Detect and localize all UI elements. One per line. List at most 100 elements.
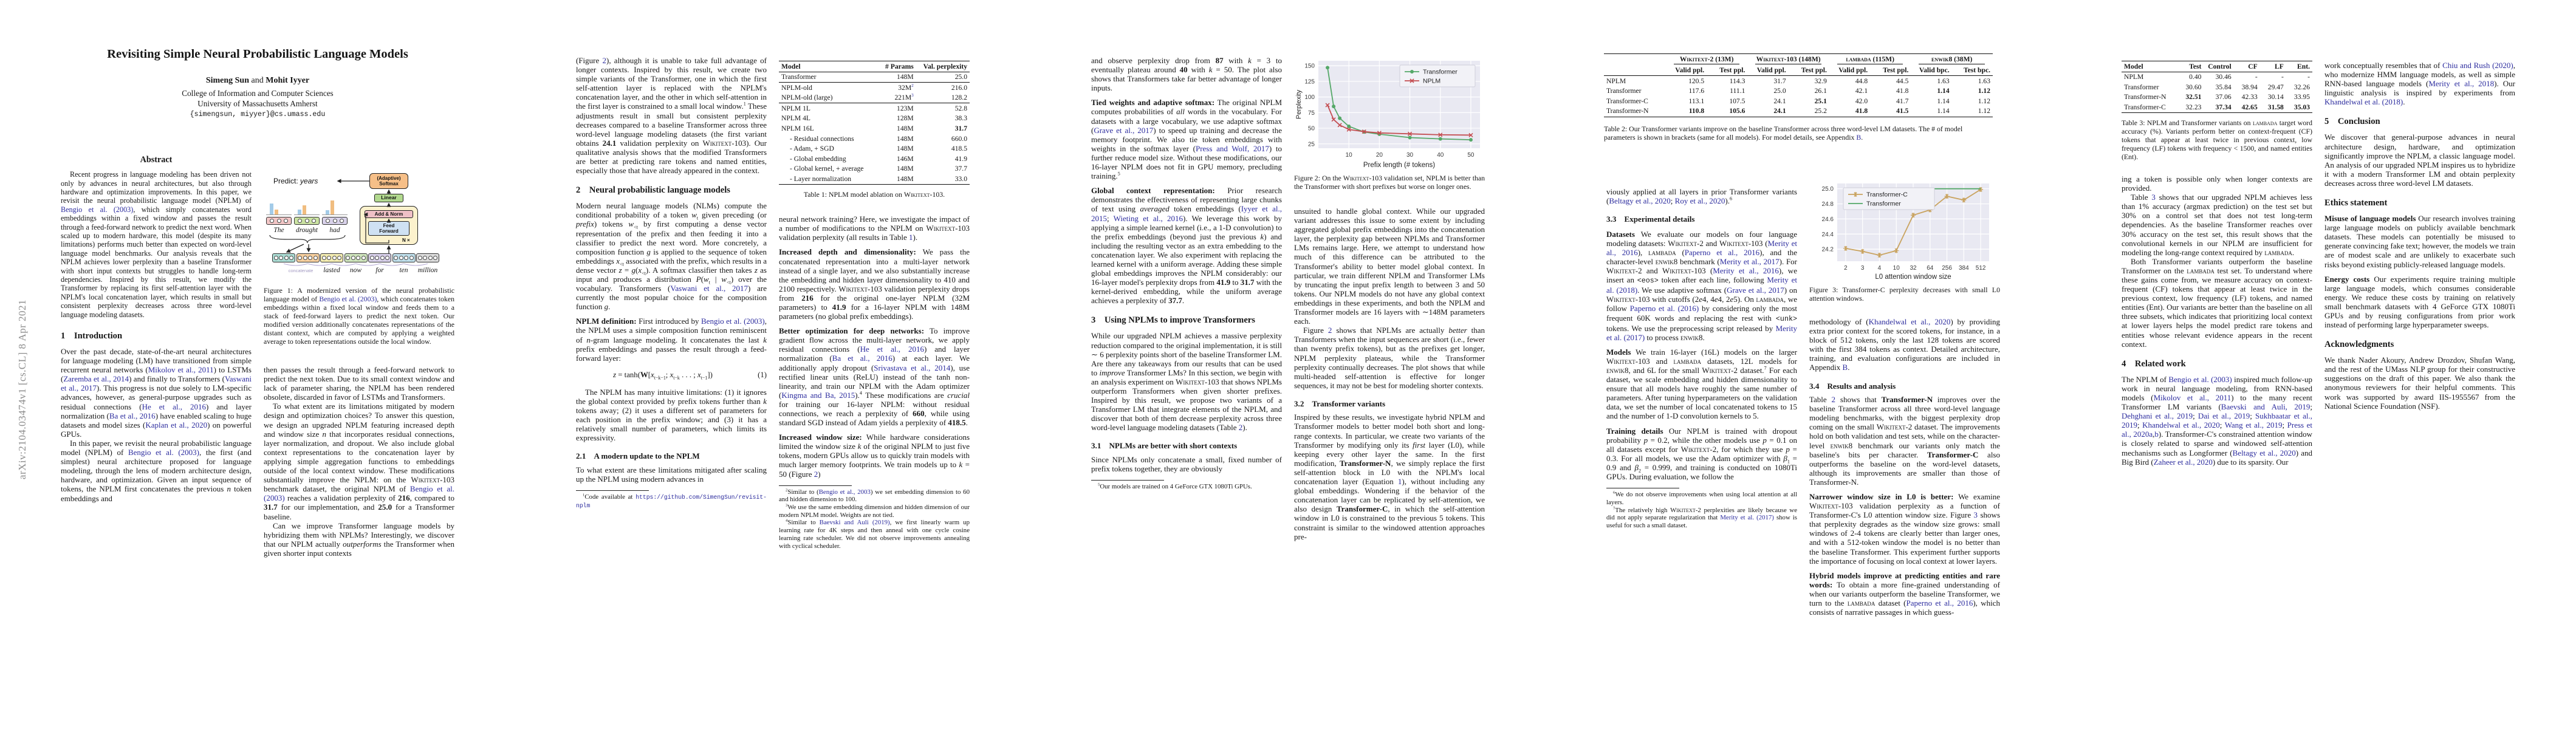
figure-caption: Figure 1: A modernized version of the ne… <box>264 286 454 346</box>
citation-link[interactable]: 2 <box>1238 423 1243 433</box>
citation-link[interactable]: 2 <box>911 83 914 88</box>
citation-link[interactable]: 2 <box>602 56 607 65</box>
page1-right-column: Predict: years (Adaptive) Softmax Linear Add… <box>264 49 454 558</box>
citation-link[interactable]: Bengio et al. (2003) <box>264 484 454 503</box>
table-row: NPLM 120.5 114.3 31.7 32.9 44.8 44.5 1.63 1.63 <box>1604 76 1993 86</box>
paragraph: NPLM definition: First introduced by Ben… <box>576 317 767 363</box>
citation-link[interactable]: Mikolov et al., 2011 <box>2153 392 2232 402</box>
citation-link[interactable]: 1 <box>1397 477 1402 487</box>
table-cell: 113.1 <box>1688 97 1705 105</box>
citation-link[interactable]: Bengio et al. (2003) <box>319 295 377 303</box>
citation-link[interactable]: He et al., 2016 <box>860 344 924 354</box>
citation-link[interactable]: B <box>1842 363 1848 372</box>
citation-link[interactable]: Ba et al., 2016 <box>109 411 156 420</box>
table-cell: 32.9 <box>1814 77 1827 85</box>
citation-link[interactable]: Bengio et al. (2003) <box>128 448 199 457</box>
citation-link[interactable]: Zaremba et al., 2014 <box>63 374 129 384</box>
citation-link[interactable]: Khandelwal et al. (2018) <box>2324 97 2403 107</box>
citation-link[interactable]: Dai et al., 2019 <box>2197 411 2250 421</box>
citation-link[interactable]: Mikolov et al., 2011 <box>148 365 214 375</box>
paragraph: The NPLM of Bengio et al. (2003) inspire… <box>2122 374 2313 467</box>
page-2: (Figure 2), although it is unable to tak… <box>515 0 1030 729</box>
citation-link[interactable]: B <box>1856 132 1862 142</box>
table-cell: 32.23 <box>2185 103 2202 111</box>
citation-link[interactable]: Vaswani et al., 2017 <box>61 374 252 393</box>
citation-link[interactable]: 1 <box>909 233 913 242</box>
citation-link[interactable]: Wieting et al., 2016 <box>1113 213 1183 223</box>
citation-link[interactable]: Wang et al., 2019 <box>2224 420 2283 430</box>
citation-link[interactable]: Chiu and Rush (2020) <box>2442 61 2513 70</box>
citation-link[interactable]: Grave et al., 2017 <box>1727 286 1784 295</box>
embedding-dot <box>337 256 342 260</box>
table-cell: 37.7 <box>954 165 967 173</box>
paragraph-lead: Increased window size: <box>779 433 862 442</box>
citation-link[interactable]: 3 <box>2151 193 2156 202</box>
svg-text:24.8: 24.8 <box>1822 201 1834 208</box>
citation-link[interactable]: Khandelwal et al., 2020 <box>2142 420 2220 430</box>
citation-link[interactable]: Srivastava et al., 2014 <box>874 363 951 372</box>
citation-link[interactable]: Grave et al., 2017 <box>1094 125 1154 135</box>
citation-link[interactable]: Sukhbaatar et al., 2019 <box>2122 411 2312 430</box>
citation-link[interactable]: Kaplan et al., 2020 <box>145 420 208 430</box>
citation-link[interactable]: b <box>2154 430 2159 439</box>
citation-link[interactable]: Merity et al., 2018 <box>2428 79 2495 89</box>
citation-link[interactable]: Merity et al. (2018) <box>1606 275 1797 295</box>
citation-link[interactable]: Baevski and Auli, 2019 <box>2221 402 2311 412</box>
paragraph-lead: Increased depth and dimensionality: <box>779 247 916 257</box>
citation-link[interactable]: Press and Wolf, 2017 <box>1195 143 1269 153</box>
svg-text:2: 2 <box>1844 265 1848 272</box>
citation-link[interactable]: Vaswani et al., 2017 <box>670 284 748 293</box>
citation-link[interactable]: Merity et al., 2016 <box>1606 238 1797 257</box>
small-caps-text: enwik <box>1830 440 1849 450</box>
citation-link[interactable]: Beltagy et al., 2020 <box>2232 448 2296 457</box>
citation-link[interactable]: Merity et al., 2016 <box>1713 266 1779 276</box>
table-cell: 42.0 <box>1855 97 1868 105</box>
citation-link[interactable]: 3 <box>1973 510 1978 520</box>
author-emails[interactable]: {simengsun, miyyer}@cs.umass.edu <box>190 111 326 118</box>
table-header-row: Model # Params Val. perplexity <box>779 61 970 72</box>
results-table: Model # Params Val. perplexity Transformer 1… <box>779 61 970 185</box>
svg-text:512: 512 <box>1976 265 1986 272</box>
table-cell: 32.26 <box>2293 83 2310 91</box>
citation-link[interactable]: Dehghani et al., 2019 <box>2122 411 2193 421</box>
citation-link[interactable]: 2 <box>1831 395 1836 405</box>
citation-link[interactable]: Merity et al., 2017 <box>1719 256 1780 266</box>
citation-link[interactable]: https://github.com/SimengSun/revisit-npl… <box>576 494 767 509</box>
citation-link[interactable]: Beltagy et al., 2020 <box>1609 196 1671 206</box>
table-cell: - Residual connections <box>790 134 854 143</box>
table-cell: 26.1 <box>1814 87 1827 95</box>
small-caps-text: enwik <box>1680 332 1699 342</box>
svg-text:24.2: 24.2 <box>1822 247 1834 253</box>
citation-link[interactable]: Bengio et al. (2003) <box>701 317 765 326</box>
citation-link[interactable]: Ba et al., 2016 <box>832 354 892 363</box>
citation-link[interactable]: 2 <box>814 469 818 479</box>
citation-link[interactable]: Merity et al. (2017) <box>1606 323 1797 342</box>
citation-link[interactable]: Bengio et al. (2003) <box>2168 374 2232 384</box>
citation-link[interactable]: Zaheer et al., 2020 <box>2153 457 2213 467</box>
citation-link[interactable]: Khandelwal et al., 2020 <box>1868 317 1951 326</box>
page4-left-column: viously applied at all layers in prior T… <box>1606 187 1797 530</box>
table-cell: NPLM <box>2124 73 2144 81</box>
table-row: NPLM 4L 128M 38.3 <box>779 114 970 124</box>
citation-link[interactable]: Kingma and Ba, 2015 <box>781 390 855 400</box>
citation-link[interactable]: Merity et al. (2017) <box>1720 514 1774 522</box>
citation-link[interactable]: Paperno et al., 2016 <box>1684 247 1760 257</box>
citation-link[interactable]: Bengio et al. (2003) <box>61 205 134 214</box>
table-column-header: Test ppl. <box>1870 65 1911 77</box>
citation-link[interactable]: Press et al., 2020a <box>2122 420 2313 439</box>
citation-link[interactable]: 2 <box>1327 326 1332 335</box>
add-norm-box-label: Add & Norm <box>374 211 403 217</box>
citation-link[interactable]: He et al., 2016 <box>142 402 206 411</box>
table-cell: 35.03 <box>2293 103 2310 111</box>
paragraph: Datasets We evaluate our models on four … <box>1606 229 1797 342</box>
citation-link[interactable]: Paperno et al., 2016 <box>1906 598 1973 608</box>
citation-link[interactable]: 3 <box>911 93 914 98</box>
citation-link[interactable]: Roy et al., 2020 <box>1674 196 1725 206</box>
citation-link[interactable]: Bengio et al., 2003 <box>818 488 871 496</box>
paragraph: (Figure 2), although it is unable to tak… <box>576 56 767 176</box>
citation-link[interactable]: Iyyer et al., 2015 <box>1091 204 1282 223</box>
table-cell: 1.12 <box>1978 87 1990 95</box>
citation-link[interactable]: Paperno et al. (2016) <box>1629 304 1699 313</box>
page2-left-column: (Figure 2), although it is unable to tak… <box>576 56 767 510</box>
citation-link[interactable]: Baevski and Auli (2019) <box>819 519 890 527</box>
